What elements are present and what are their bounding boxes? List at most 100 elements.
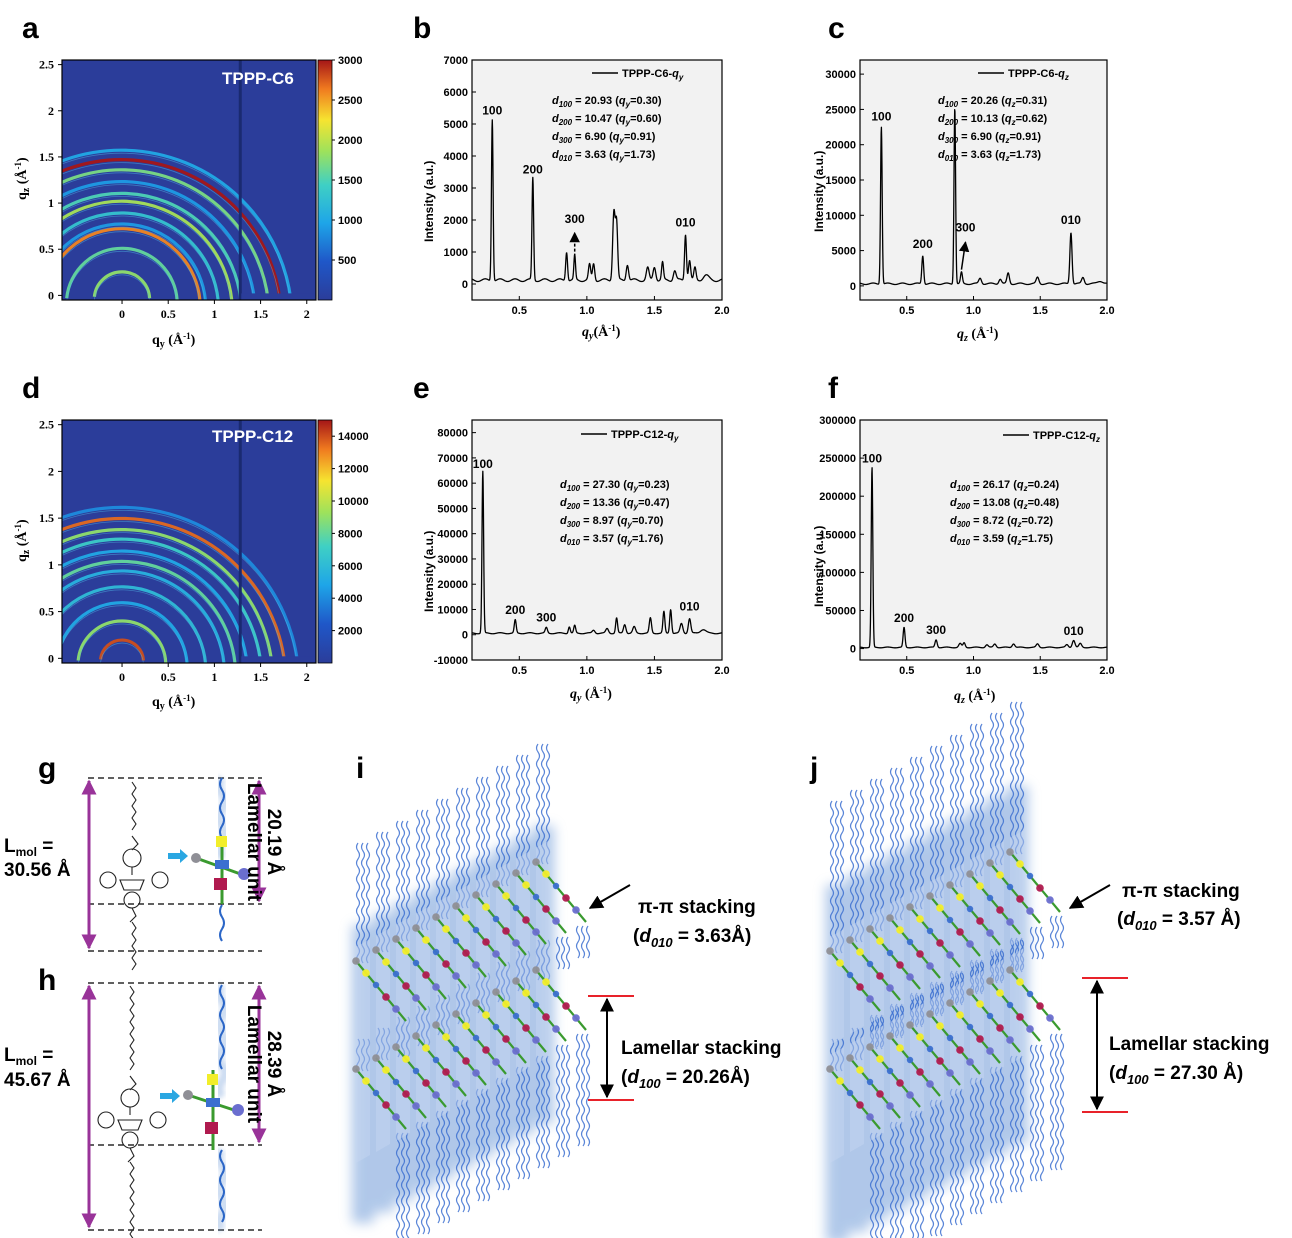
pack-j-chain-up-0-0-1 [834, 800, 840, 954]
map-a-xtick-label-0: 0 [119, 307, 125, 321]
pack-j-core-1-6-3 [976, 1035, 984, 1043]
pack-i-chain-down-1-6-2 [525, 1066, 531, 1180]
pack-i-slab-0-9 [536, 840, 550, 956]
map-d-ring-6 [62, 549, 249, 663]
pack-i-chain-up-1-8-2 [525, 950, 531, 984]
pack-i-chain-down-0-9-1 [580, 925, 586, 959]
pack-i-alkyl-chains [355, 743, 591, 1238]
pack-j-chain-up-0-7-1 [974, 723, 980, 877]
pack-i-core-0-3-4 [452, 972, 460, 980]
pack-i-chain-down-1-0-2 [405, 1132, 411, 1238]
pack-i-chain-up-0-4-2 [445, 798, 451, 920]
pack-i-core-1-2-4 [432, 1091, 440, 1099]
pack-i-core-1-6-0 [472, 999, 480, 1007]
plot-b-ytick-label-0: 0 [462, 279, 468, 291]
pack-i-core-1-5-0 [452, 1010, 460, 1018]
pack-j-core-0-6-3 [976, 917, 984, 925]
map-a-ring-halo-3 [62, 226, 206, 300]
plot-f-dspacing-300: d300 = 8.72 (qz=0.72) [950, 515, 1053, 529]
map-d-ring-7 [62, 537, 263, 663]
plot-c-dspacing-200: d200 = 10.13 (qz=0.62) [938, 113, 1047, 127]
svg-text:28.39 Å: 28.39 Å [263, 1031, 284, 1098]
plot-f-peak-label-100: 100 [862, 452, 882, 466]
map-d-cbtick-label-3: 8000 [338, 528, 362, 540]
pack-i-core-0-9-2 [552, 882, 560, 890]
pack-j-chain-down-0-8-2 [1039, 926, 1045, 960]
pack-j-core-0-6-4 [986, 929, 994, 937]
pack-i-slab-1-8 [516, 959, 530, 1075]
plot-e-ytick-label-1: 0 [462, 630, 468, 642]
map-d-rings [62, 420, 316, 663]
pack-i-chain-up-0-9-2 [545, 743, 551, 865]
plot-f-dspacing-200: d200 = 13.08 (qz=0.48) [950, 497, 1059, 511]
pack-j-slab-0-6 [950, 863, 964, 979]
pack-i-core-0-1-2 [392, 970, 400, 978]
plot-b-peak-label-010: 010 [675, 215, 695, 229]
pack-j-chain-down-1-0-2 [879, 1132, 885, 1238]
pack-i-core-1-9-4 [572, 1014, 580, 1022]
pack-i-chain-up-1-4-2 [445, 994, 451, 1028]
plot-e-ytick-label-4: 30000 [437, 554, 468, 566]
map-d-ring-halo-4 [62, 573, 224, 663]
pack-i-slab-1-6 [476, 981, 490, 1097]
pack-i-core-1-8-4 [552, 1025, 560, 1033]
g-lmol-label: Lmol = 30.56 Å [4, 836, 71, 881]
plot-c-profile-line [859, 109, 1108, 286]
map-a-xtick-label-4: 2 [304, 307, 310, 321]
pack-j-core-1-8-3 [1016, 1013, 1024, 1021]
pack-i-chain-up-0-0-0 [355, 842, 361, 964]
pack-i-core-1-6-3 [502, 1035, 510, 1043]
i-lam-value: (d100 = 20.26Å) [621, 1067, 750, 1091]
pack-j-core-1-3-3 [916, 1068, 924, 1076]
map-a-ring-8 [62, 168, 270, 300]
pack-j-core-0-6-1 [956, 893, 964, 901]
pack-i-core-0-5-4 [492, 950, 500, 958]
pack-j-chain-up-0-2-1 [874, 778, 880, 932]
pack-i-core-0-4-4 [472, 961, 480, 969]
plot-b-xtick-label-3: 2.0 [714, 305, 729, 317]
pack-j-core-1-2-2 [886, 1067, 894, 1075]
plot-f-ytick-label-3: 150000 [819, 529, 856, 541]
plot-c-dspacing-010: d010 = 3.63 (qz=1.73) [938, 149, 1041, 163]
plot-f-peak-label-300: 300 [926, 623, 946, 637]
pack-j-slab-0-3 [890, 896, 904, 1012]
pack-i-glow-col-0 [352, 925, 374, 1223]
pack-j-core-0-2-2 [886, 949, 894, 957]
plot-b-dspacing-300: d300 = 6.90 (qy=0.91) [552, 131, 656, 145]
svg-text:qy (Å-1): qy (Å-1) [152, 693, 196, 712]
pack-j-core-1-6-2 [966, 1023, 974, 1031]
plot-f-xtick-label-1: 1.0 [966, 665, 981, 677]
map-d-ring-halo-6 [62, 553, 247, 663]
pack-j-chain-down-0-4-1 [954, 970, 960, 1004]
svg-text:30.56 Å: 30.56 Å [4, 860, 71, 881]
pack-i-chain-down-1-4-1 [480, 1088, 486, 1202]
pack-i-chain-down-1-9-2 [585, 1033, 591, 1147]
pack-i-chain-up-0-1-0 [375, 831, 381, 953]
colorbar-d [317, 419, 333, 664]
plot-e-profile-line [471, 470, 723, 635]
pack-j-chain-down-0-9-2 [1059, 915, 1065, 949]
pack-j-core-1-9-0 [1006, 966, 1014, 974]
plot-b-ytick-label-4: 4000 [444, 151, 468, 163]
pack-j-chain-down-1-5-1 [974, 1077, 980, 1215]
map-a-ring-0 [92, 270, 152, 299]
pack-j-chain-up-1-3-1 [894, 1005, 900, 1039]
plot-b-frame [471, 59, 723, 301]
pack-j-chain-up-0-0-0 [829, 800, 835, 954]
plot-c-ytick-label-0: 0 [850, 281, 856, 293]
pack-i-chain-down-1-2-0 [435, 1110, 441, 1224]
pack-i-chain-up-1-1-2 [385, 1027, 391, 1061]
pack-i-slab-0-0 [356, 939, 370, 1055]
pack-i-core-0-0-0 [352, 957, 360, 965]
colorbar-a [317, 59, 333, 301]
pack-i-chain-down-0-9-0 [575, 925, 581, 959]
pack-j-core-1-1-0 [846, 1054, 854, 1062]
pack-j-chain-up-0-7-0 [969, 723, 975, 877]
map-a-ring-10 [62, 148, 293, 300]
plot-e-ytick-label-8: 70000 [437, 453, 468, 465]
map-a-ring-halo-1 [66, 250, 178, 300]
map-d-horizon [241, 656, 316, 663]
plot-e-legend: TPPP-C12-qy [581, 429, 679, 443]
pack-i-core-1-0-0 [352, 1065, 360, 1073]
